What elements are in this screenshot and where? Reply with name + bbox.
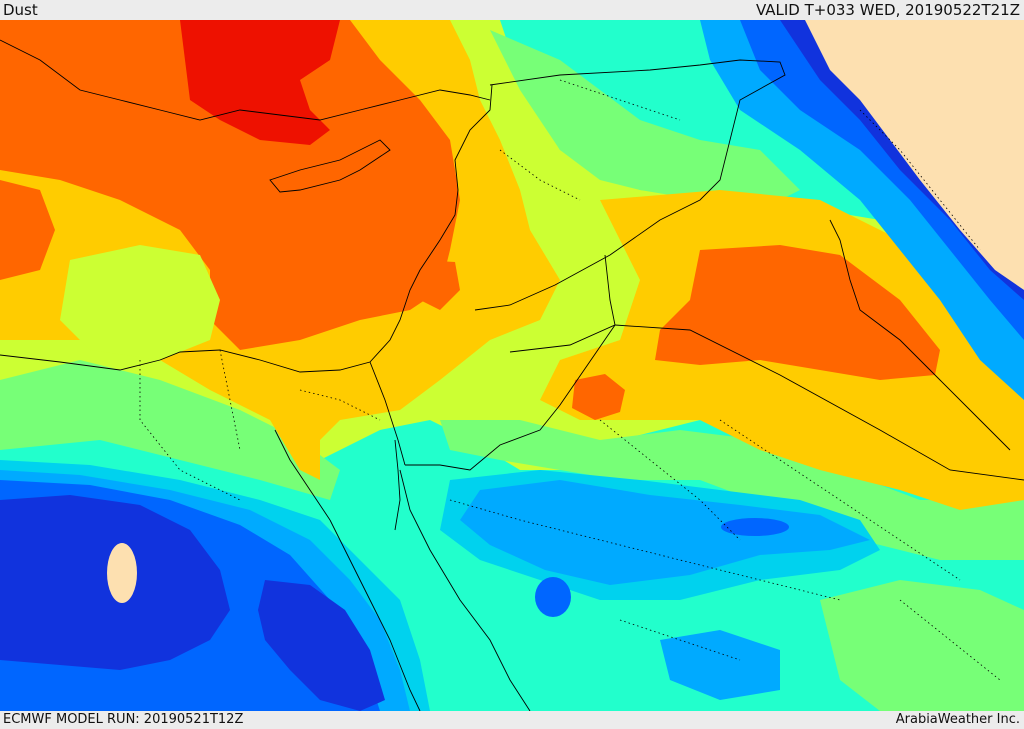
dust-level-blue-4 — [721, 518, 789, 536]
border-saudi-north — [509, 324, 1024, 481]
field-title: Dust — [3, 1, 38, 19]
dust-field-layer — [0, 20, 1024, 711]
dust-level-darkblue-3 — [258, 580, 385, 711]
dust-level-green-4 — [820, 580, 1024, 711]
header-bar: Dust VALID T+033 WED, 20190522T21Z — [0, 0, 1024, 20]
dust-level-orange-4 — [655, 245, 940, 380]
model-run-label: ECMWF MODEL RUN: 20190521T12Z — [3, 712, 244, 727]
province-lines — [139, 79, 1001, 681]
dust-level-orange-2 — [0, 180, 55, 280]
dust-level-yellowgreen-2 — [60, 245, 220, 360]
coastline-cyprus — [269, 139, 391, 193]
geography-lines — [0, 39, 1024, 711]
coastline-persian-gulf — [829, 219, 1011, 451]
dust-forecast-map[interactable] — [0, 20, 1024, 711]
dust-level-green-2 — [0, 360, 340, 500]
coastline-gulf-suez — [274, 429, 331, 521]
dust-level-orange-3 — [420, 260, 460, 310]
dust-level-lightblue-2 — [660, 630, 780, 700]
credit-label: ArabiaWeather Inc. — [895, 712, 1020, 727]
dust-level-blue-3 — [535, 577, 571, 617]
coastline-red-sea-east — [399, 469, 531, 711]
dust-level-red-1 — [180, 20, 340, 145]
valid-time-label: VALID T+033 WED, 20190522T21Z — [755, 1, 1020, 19]
coastline-gulf-aqaba — [394, 439, 401, 531]
border-jordan-saudi — [405, 254, 616, 471]
coastline-north-africa — [0, 84, 493, 373]
border-egypt-israel — [369, 361, 406, 466]
dust-level-lightblue-1 — [460, 480, 870, 585]
dust-level-orange-1 — [0, 20, 460, 350]
coastline-red-sea-west — [329, 519, 421, 711]
border-iraq-arabia — [474, 59, 786, 311]
dust-level-orange-5 — [572, 374, 625, 420]
footer-bar: ECMWF MODEL RUN: 20190521T12Z ArabiaWeat… — [0, 711, 1024, 729]
coastline-anatolia — [0, 39, 491, 121]
no-data-region-ne — [805, 20, 1024, 290]
no-data-region-sw — [107, 543, 137, 603]
